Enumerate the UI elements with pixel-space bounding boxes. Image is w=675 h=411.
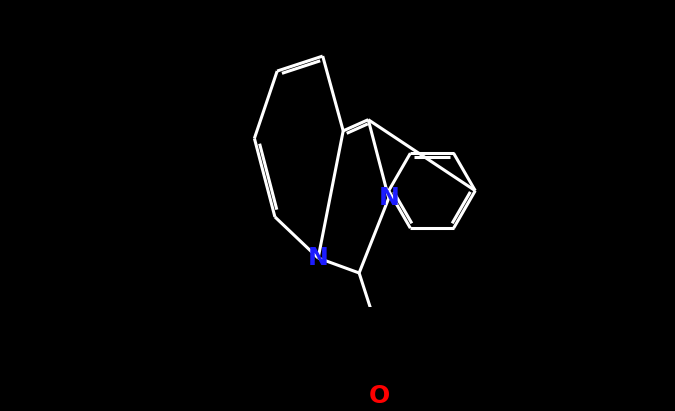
Text: N: N bbox=[308, 246, 329, 270]
Text: O: O bbox=[369, 384, 390, 409]
Text: N: N bbox=[378, 186, 399, 210]
